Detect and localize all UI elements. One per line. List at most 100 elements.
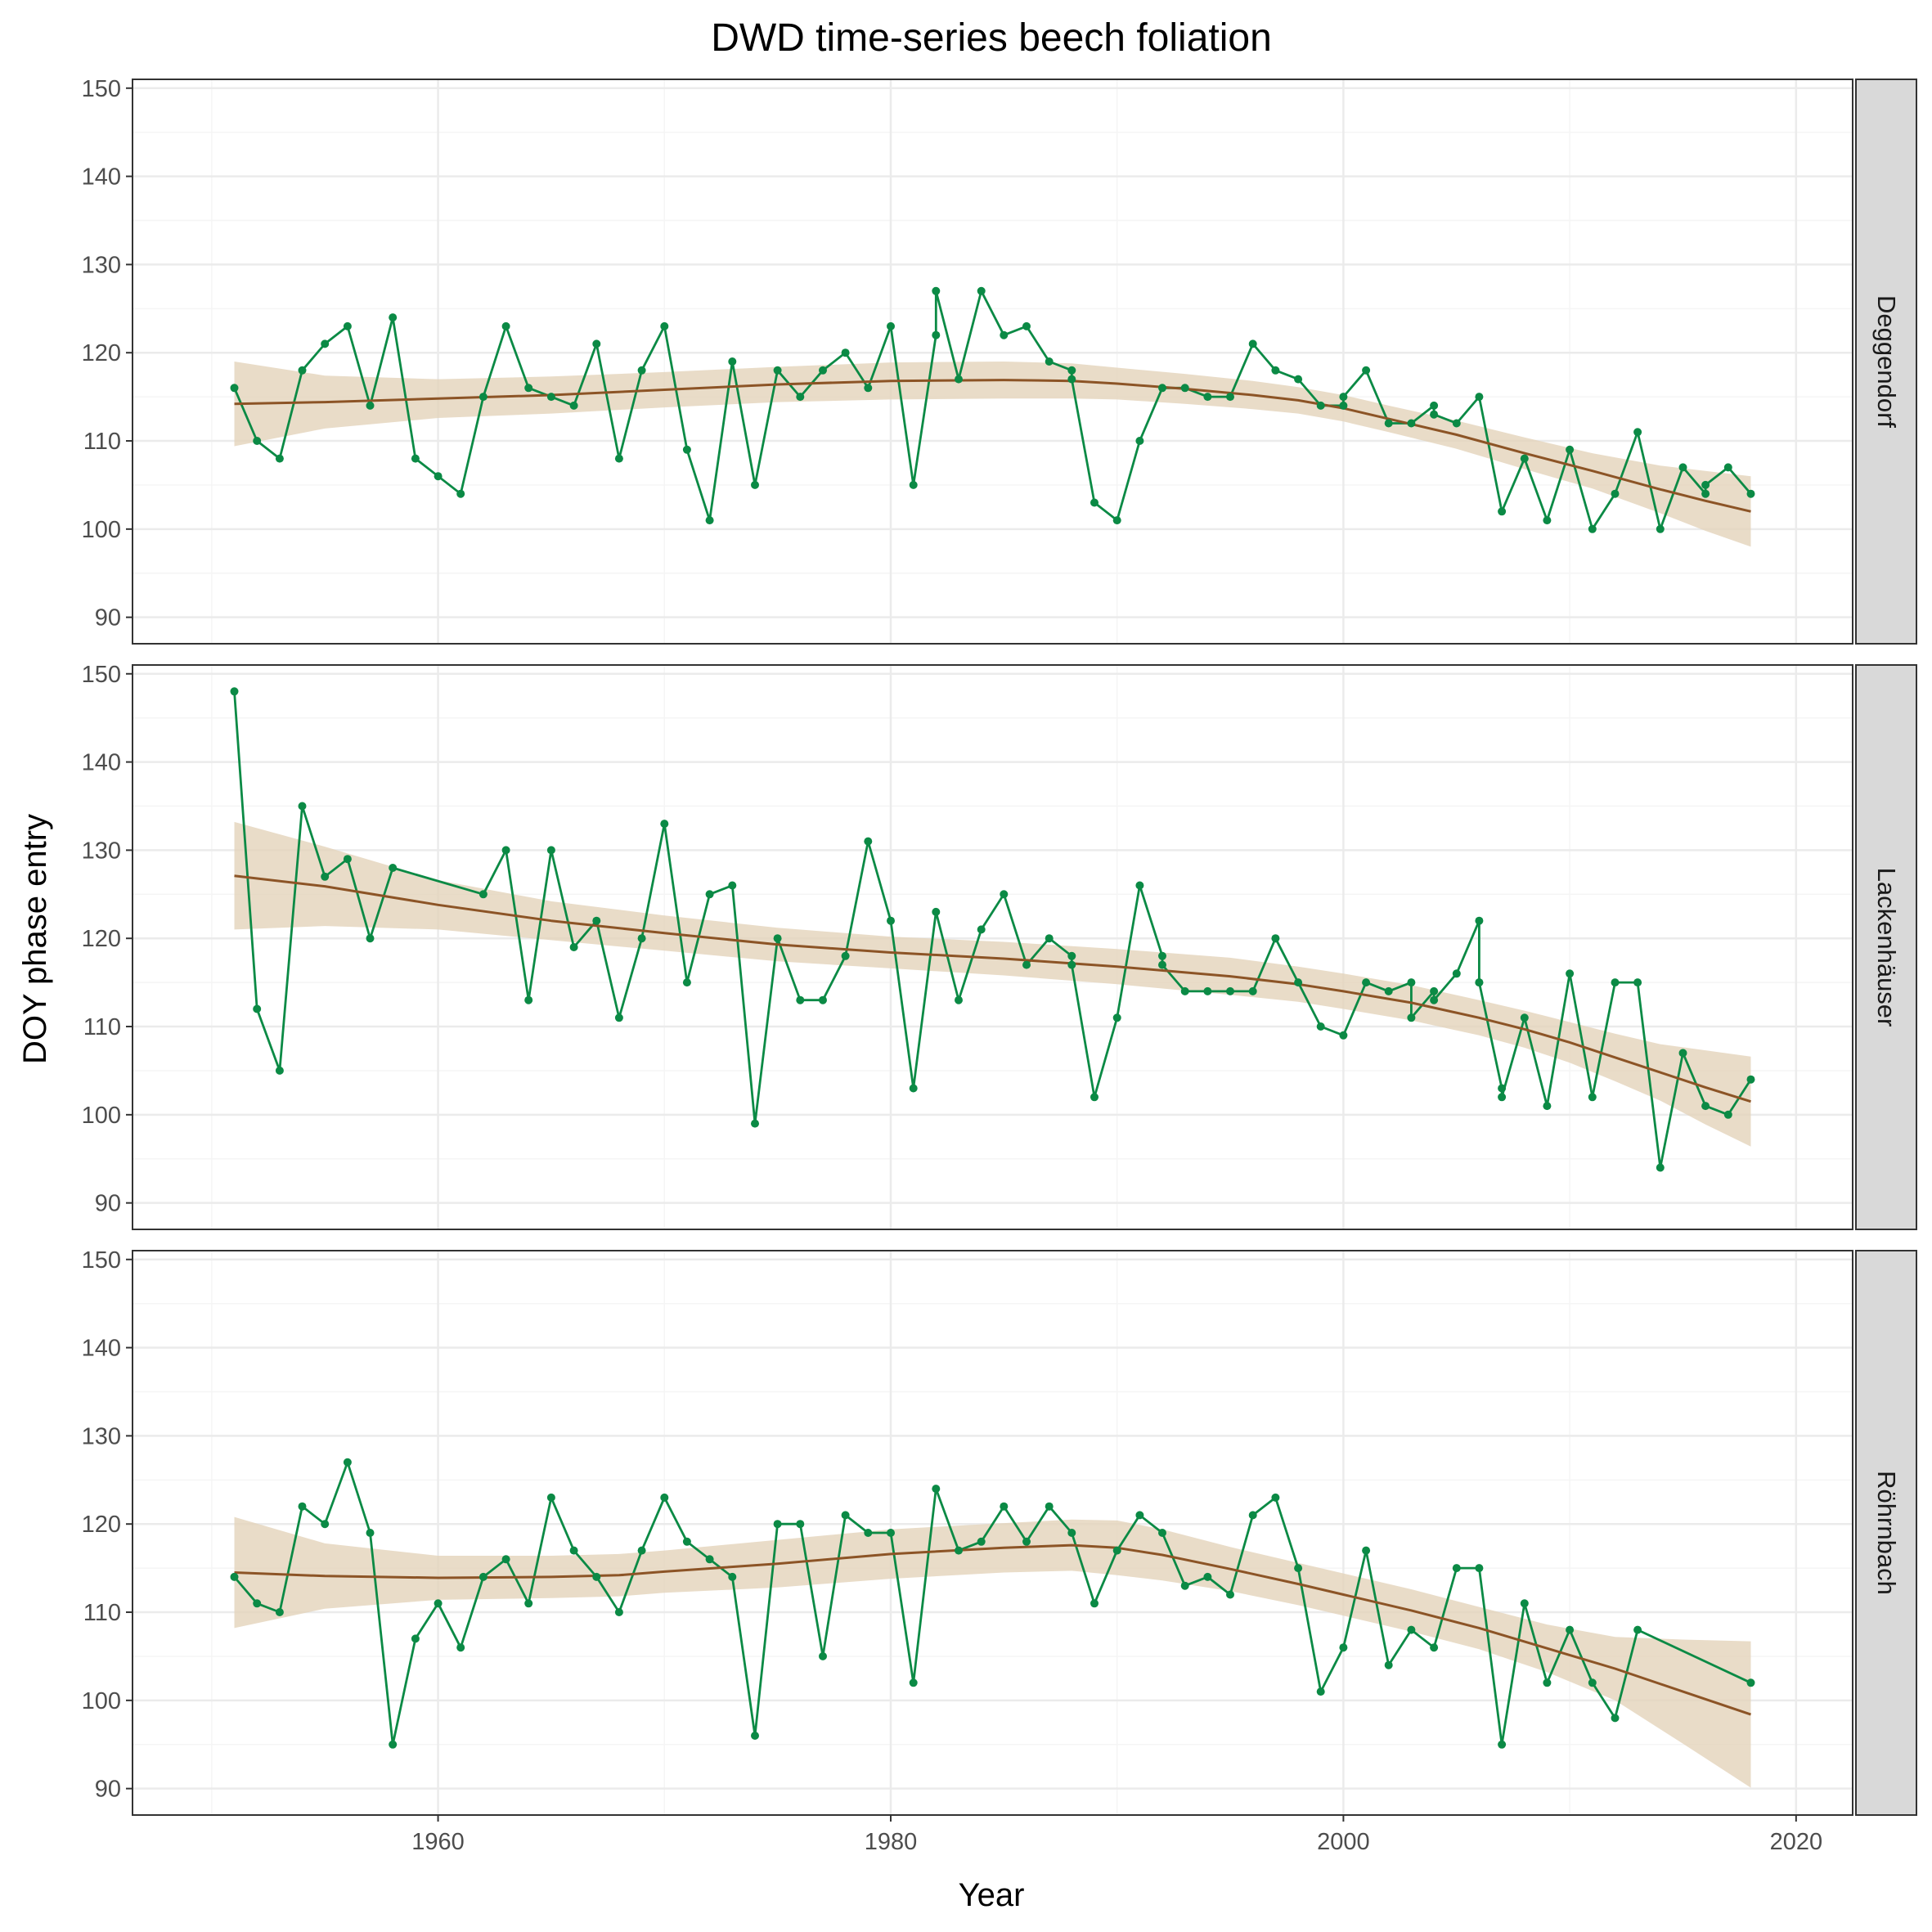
data-point (524, 995, 533, 1004)
data-point (1158, 1529, 1166, 1537)
data-point (1520, 1599, 1529, 1608)
x-tick-label: 2020 (1770, 1829, 1823, 1855)
y-tick-label: 150 (82, 662, 121, 688)
data-point (1271, 1493, 1280, 1502)
data-point (1520, 454, 1529, 463)
facet-panel-3: 90 100 110 120 130 140 150 Röhrnbach 1960 1980 200… (82, 1247, 1917, 1855)
data-point (1294, 1564, 1303, 1573)
data-point (1701, 480, 1710, 489)
data-point (1678, 1049, 1687, 1058)
data-point (637, 1546, 646, 1555)
data-point (1746, 489, 1755, 498)
data-point (501, 321, 510, 330)
data-point (366, 1529, 375, 1537)
data-point (1611, 978, 1620, 987)
data-point (1543, 516, 1552, 525)
data-point (614, 1608, 623, 1616)
data-point (230, 384, 239, 393)
data-point (389, 313, 398, 322)
data-point (841, 348, 850, 357)
data-point (1294, 375, 1303, 384)
data-point (1362, 1546, 1371, 1555)
data-point (751, 480, 759, 489)
data-point (705, 890, 714, 899)
data-point (1452, 969, 1461, 978)
y-tick-label: 90 (95, 1777, 121, 1803)
data-point (389, 864, 398, 872)
data-point (434, 472, 443, 481)
data-point (592, 1572, 601, 1581)
data-point (660, 321, 669, 330)
data-point (1498, 507, 1507, 516)
data-point (1067, 951, 1076, 960)
data-point (932, 907, 941, 916)
data-point (728, 881, 737, 890)
data-point (796, 995, 805, 1004)
data-point (1633, 428, 1642, 437)
data-point (1248, 986, 1257, 995)
data-point (1067, 366, 1076, 375)
data-point (1407, 1013, 1416, 1022)
data-point (1112, 1013, 1121, 1022)
data-point (253, 1004, 262, 1013)
facet-strip-label: Lackenhäuser (1872, 868, 1901, 1027)
data-point (1407, 419, 1416, 428)
data-point (1746, 1678, 1755, 1687)
panel-border (132, 79, 1853, 645)
data-point (819, 1651, 827, 1660)
data-point (705, 516, 714, 525)
data-point (343, 321, 352, 330)
y-tick-label: 110 (83, 1600, 121, 1626)
data-point (773, 1520, 782, 1529)
data-point (1067, 960, 1076, 969)
y-tick-label: 130 (82, 252, 121, 278)
facet-strip (1855, 79, 1917, 645)
data-point (1452, 1564, 1461, 1573)
data-point (1022, 1537, 1031, 1546)
data-point (546, 846, 555, 855)
data-point (751, 1119, 759, 1128)
facet-panel-2: 90 100 110 120 130 140 150 Lackenhäuser (82, 662, 1917, 1230)
data-point (1339, 1031, 1348, 1040)
y-tick-label: 100 (82, 1688, 121, 1714)
data-point (1475, 978, 1484, 987)
data-point (343, 855, 352, 864)
data-point (796, 1520, 805, 1529)
data-point (1678, 463, 1687, 472)
data-point (1566, 1625, 1575, 1634)
data-point (1633, 1625, 1642, 1634)
data-point (1090, 1093, 1099, 1102)
data-point (1045, 934, 1054, 943)
data-point (614, 1013, 623, 1022)
data-point (230, 687, 239, 696)
data-point (1180, 1581, 1189, 1590)
data-point (773, 934, 782, 943)
data-point (1090, 1599, 1099, 1608)
data-point (321, 1520, 330, 1529)
x-tick-label: 2000 (1317, 1829, 1370, 1855)
x-tick-label: 1960 (411, 1829, 465, 1855)
data-point (298, 366, 307, 375)
data-point (977, 1537, 986, 1546)
data-point (977, 925, 986, 934)
data-point (773, 366, 782, 375)
data-point (1248, 1511, 1257, 1520)
facet-strip (1855, 1250, 1917, 1816)
facet-panel-1: 90 100 110 120 130 140 150 Deggendorf (82, 76, 1917, 645)
y-tick-label: 140 (82, 750, 121, 776)
data-point (1271, 366, 1280, 375)
y-axis-label: DOY phase entry (17, 814, 53, 1064)
data-point (955, 995, 963, 1004)
data-point (1384, 986, 1393, 995)
data-point (592, 916, 601, 925)
data-point (479, 393, 487, 402)
data-point (841, 951, 850, 960)
data-point (751, 1732, 759, 1740)
data-point (275, 1066, 284, 1075)
data-point (1543, 1678, 1552, 1687)
data-point (682, 445, 691, 454)
data-point (1746, 1075, 1755, 1084)
data-point (298, 1502, 307, 1511)
data-point (1180, 986, 1189, 995)
data-point (1384, 1660, 1393, 1669)
